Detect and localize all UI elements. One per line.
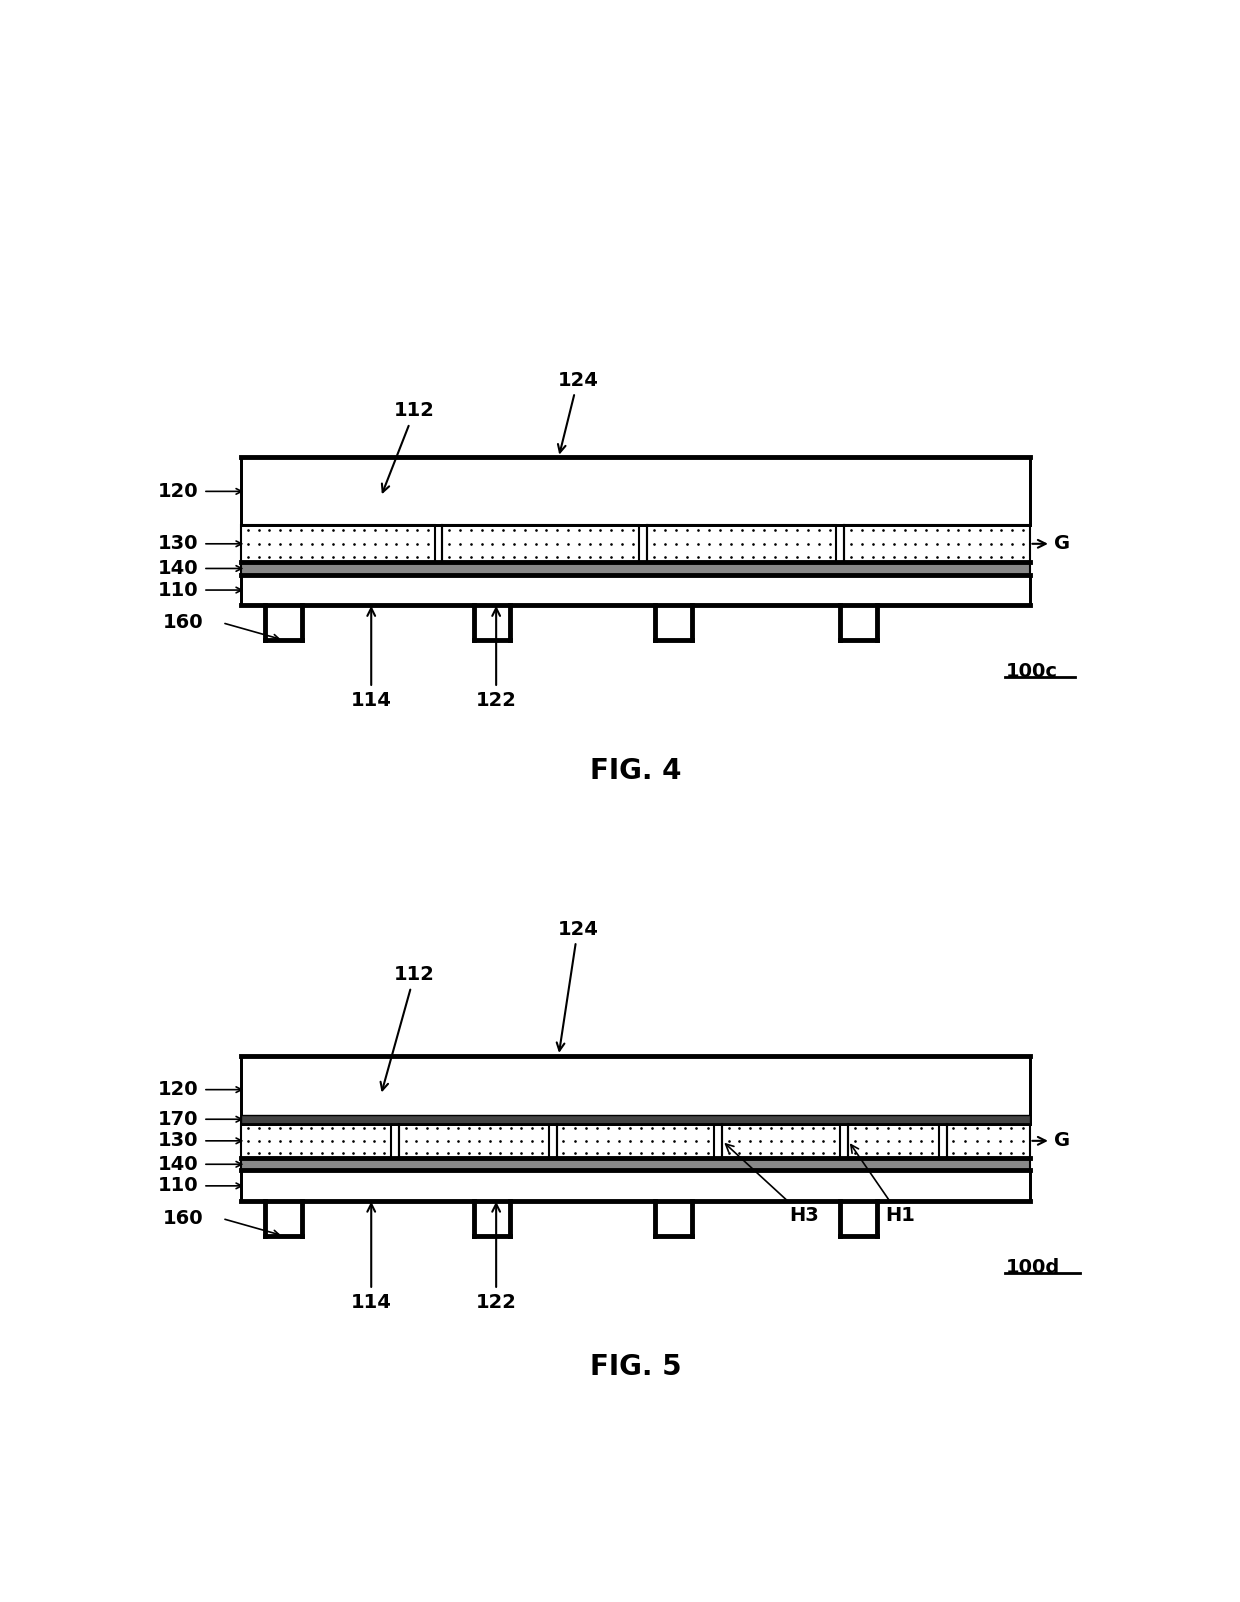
Text: 140: 140	[157, 559, 198, 578]
Bar	[242, 458, 1029, 525]
Text: 122: 122	[476, 1205, 517, 1312]
Text: 114: 114	[351, 609, 392, 710]
Bar	[647, 525, 837, 562]
Text: FIG. 4: FIG. 4	[590, 758, 681, 785]
Text: 114: 114	[351, 1205, 392, 1312]
Bar	[722, 1123, 841, 1158]
Text: 100d: 100d	[1006, 1258, 1060, 1277]
Bar	[947, 1123, 1029, 1158]
Text: FIG. 5: FIG. 5	[590, 1354, 681, 1381]
Text: 100c: 100c	[1006, 662, 1058, 681]
Text: 120: 120	[157, 1080, 198, 1099]
Bar	[557, 1123, 714, 1158]
Text: 110: 110	[157, 1176, 198, 1195]
Text: 160: 160	[162, 1210, 203, 1229]
Bar	[443, 525, 640, 562]
Text: 130: 130	[157, 535, 198, 553]
Text: 170: 170	[157, 1110, 198, 1129]
Text: 124: 124	[557, 920, 598, 1051]
Bar	[242, 1056, 1029, 1123]
Bar	[242, 1171, 1029, 1202]
Text: G: G	[1032, 535, 1070, 553]
Bar	[242, 562, 1029, 575]
Text: 160: 160	[162, 614, 203, 633]
Bar	[848, 1123, 939, 1158]
Text: 140: 140	[157, 1155, 198, 1174]
Text: 120: 120	[157, 482, 198, 501]
Text: 124: 124	[558, 370, 598, 452]
Bar	[242, 1158, 1029, 1171]
Text: 122: 122	[476, 609, 517, 710]
Text: 130: 130	[157, 1131, 198, 1150]
Bar	[242, 525, 434, 562]
Bar	[242, 1115, 1029, 1123]
Bar	[399, 1123, 549, 1158]
Bar	[844, 525, 1029, 562]
Bar	[242, 1123, 391, 1158]
Text: H1: H1	[851, 1145, 915, 1226]
Text: 112: 112	[382, 402, 435, 492]
Text: G: G	[1032, 1131, 1070, 1150]
Text: H3: H3	[725, 1144, 818, 1226]
Bar	[242, 575, 1029, 606]
Text: 110: 110	[157, 580, 198, 599]
Text: 112: 112	[381, 964, 435, 1091]
